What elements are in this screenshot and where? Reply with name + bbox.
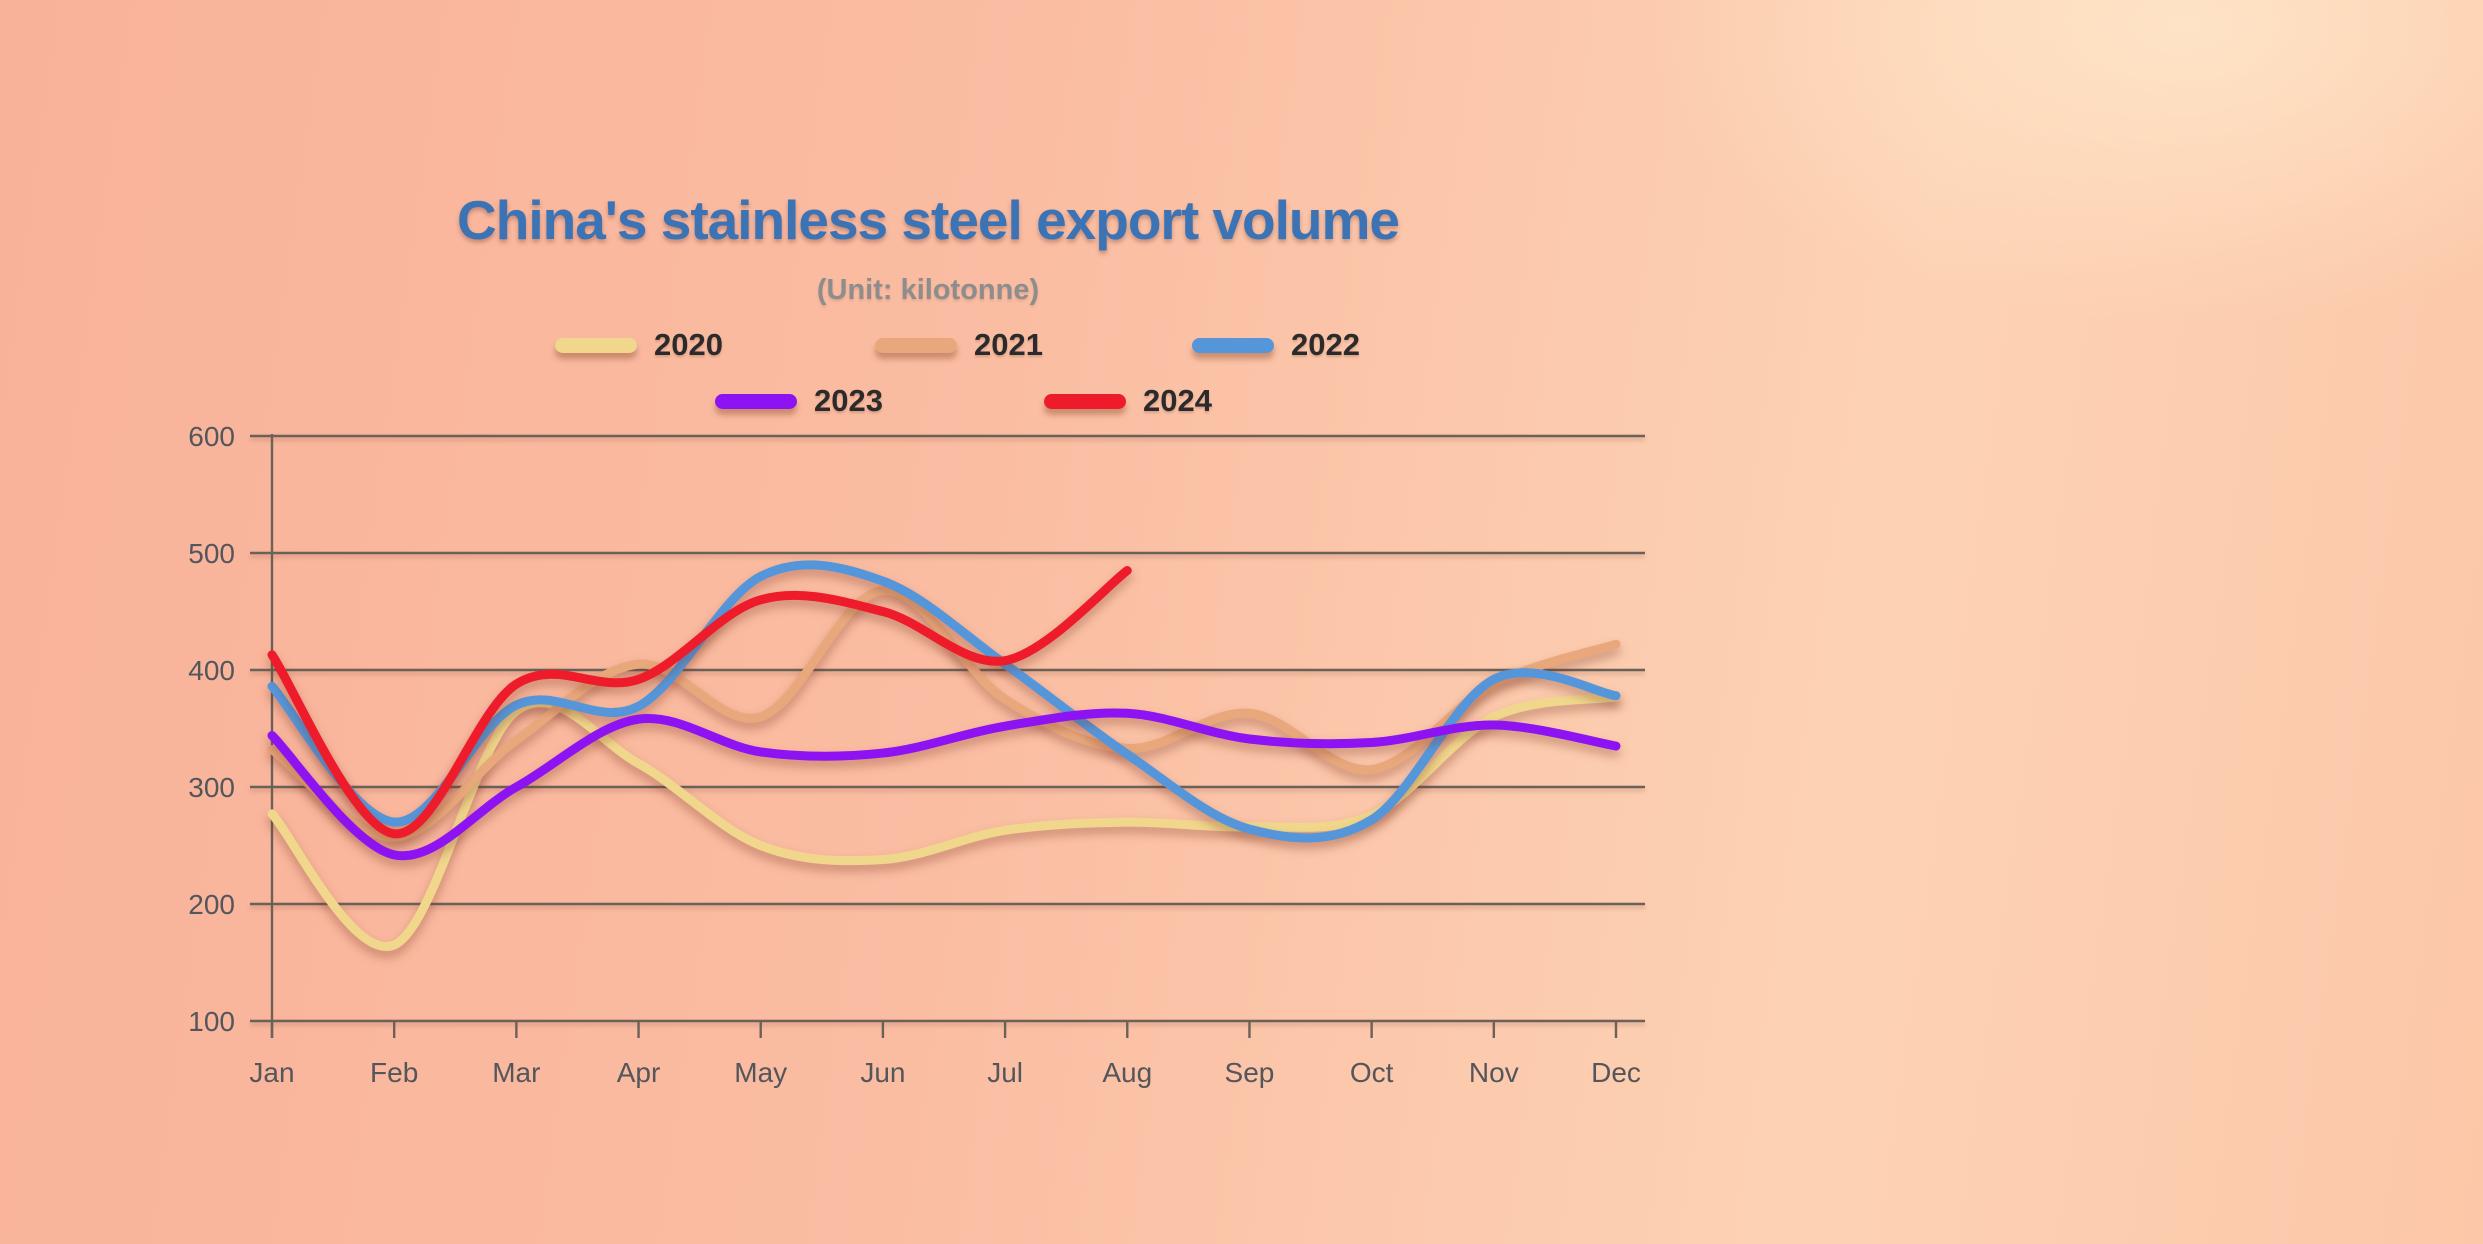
legend-swatch-2022 <box>1192 337 1274 353</box>
legend-swatch-2024 <box>1044 393 1126 409</box>
svg-text:Dec: Dec <box>1591 1057 1641 1088</box>
svg-text:Jan: Jan <box>249 1057 294 1088</box>
svg-text:Nov: Nov <box>1469 1057 1519 1088</box>
legend-item-2022: 2022 <box>1192 327 1360 363</box>
legend-swatch-2020 <box>555 337 637 353</box>
chart-title: China's stainless steel export volume <box>457 189 1400 251</box>
legend-label-2021: 2021 <box>974 327 1043 362</box>
svg-text:Apr: Apr <box>617 1057 661 1088</box>
svg-text:May: May <box>734 1057 787 1088</box>
svg-text:400: 400 <box>188 655 235 686</box>
legend-item-2021: 2021 <box>875 327 1043 363</box>
legend-item-2020: 2020 <box>555 327 723 363</box>
svg-text:Oct: Oct <box>1350 1057 1394 1088</box>
svg-text:200: 200 <box>188 889 235 920</box>
svg-text:100: 100 <box>188 1006 235 1037</box>
svg-text:Jul: Jul <box>987 1057 1023 1088</box>
legend-label-2023: 2023 <box>814 383 883 418</box>
svg-text:600: 600 <box>188 421 235 452</box>
svg-text:Mar: Mar <box>492 1057 540 1088</box>
svg-text:Sep: Sep <box>1225 1057 1275 1088</box>
chart-header: China's stainless steel export volume (U… <box>208 188 1648 307</box>
legend-item-2023: 2023 <box>715 383 883 419</box>
svg-text:Jun: Jun <box>860 1057 905 1088</box>
svg-text:Aug: Aug <box>1102 1057 1152 1088</box>
chart-subtitle: (Unit: kilotonne) <box>816 274 1040 306</box>
legend-label-2022: 2022 <box>1291 327 1360 362</box>
legend-label-2020: 2020 <box>654 327 723 362</box>
legend-swatch-2021 <box>875 337 957 353</box>
legend-item-2024: 2024 <box>1044 383 1212 419</box>
svg-text:300: 300 <box>188 772 235 803</box>
svg-text:Feb: Feb <box>370 1057 418 1088</box>
svg-text:500: 500 <box>188 538 235 569</box>
legend-swatch-2023 <box>715 393 797 409</box>
legend-label-2024: 2024 <box>1143 383 1212 418</box>
